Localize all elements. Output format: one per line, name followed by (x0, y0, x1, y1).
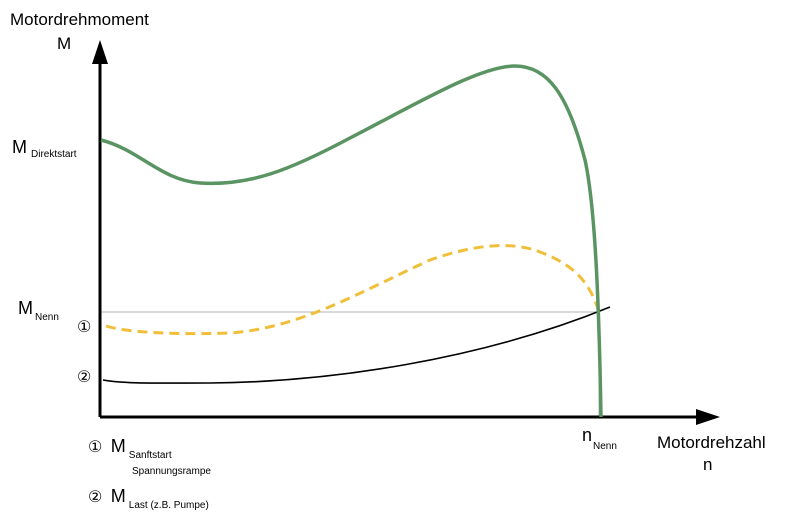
x-axis-arrow (696, 409, 720, 425)
curve-marker-1: ① (77, 319, 92, 336)
curve-marker-2: ② (77, 369, 92, 386)
direktstart-torque-curve (100, 64, 603, 418)
softstart-torque-curve (105, 244, 601, 336)
y-axis-symbol: M (57, 34, 72, 53)
y-axis-title: Motordrehmoment (10, 10, 149, 29)
n-nenn-sub: Nenn (593, 441, 617, 452)
legend-softstart-main: M (110, 436, 126, 456)
m-nenn-label: M Nenn (18, 298, 59, 323)
m-direktstart-sub: Direktstart (31, 149, 77, 160)
legend-last-main: M (110, 486, 126, 506)
legend-softstart-sub2: Spannungsrampe (132, 466, 211, 477)
n-nenn-main: n (582, 425, 593, 445)
m-direktstart-main: M (12, 137, 27, 157)
m-nenn-main: M (18, 298, 33, 318)
legend-marker-1: ① (88, 439, 103, 456)
legend-item-softstart: ① M Sanftstart (88, 436, 172, 461)
x-axis-symbol: n (703, 455, 713, 474)
load-torque-curve (102, 306, 611, 384)
legend-softstart-sub: Sanftstart (128, 450, 172, 461)
y-axis-arrow (92, 40, 108, 64)
legend-item-last: ② M Last (z.B. Pumpe) (88, 486, 209, 511)
x-axis-title: Motordrehzahl (657, 433, 766, 452)
m-direktstart-label: M Direktstart (12, 137, 77, 160)
legend-marker-2: ② (88, 489, 103, 506)
n-nenn-label: nNenn (582, 425, 617, 452)
m-nenn-sub: Nenn (35, 312, 59, 323)
legend-last-sub: Last (z.B. Pumpe) (128, 500, 209, 511)
